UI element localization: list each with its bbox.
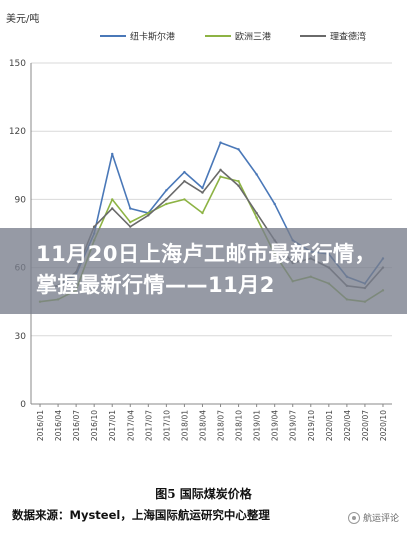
data-point	[255, 216, 258, 219]
data-point	[165, 189, 168, 192]
data-point	[183, 180, 186, 183]
y-tick-label: 150	[9, 59, 26, 69]
x-tick-label: 2017/01	[108, 410, 117, 441]
data-point	[219, 168, 222, 172]
data-point	[273, 202, 276, 206]
data-point	[237, 184, 240, 187]
data-point	[183, 198, 186, 201]
data-point	[255, 173, 258, 176]
data-point	[147, 211, 150, 215]
legend-label: 纽卡斯尔港	[130, 31, 175, 43]
x-tick-label: 2017/07	[144, 410, 153, 441]
y-tick-label: 30	[15, 332, 27, 342]
data-point	[201, 186, 204, 190]
legend: 纽卡斯尔港 欧洲三港 理查德湾	[100, 31, 366, 43]
x-tick-label: 2019/01	[253, 410, 262, 441]
figure-caption: 图5 国际煤炭价格	[155, 487, 252, 501]
tick-labels: 03060901201502016/012016/042016/072016/1…	[9, 59, 388, 441]
data-point	[165, 202, 168, 206]
y-tick-label: 90	[15, 195, 27, 205]
x-tick-label: 2017/04	[126, 410, 135, 441]
legend-label: 理查德湾	[330, 31, 366, 43]
data-point	[219, 175, 222, 178]
headline-banner[interactable]: 11月20日上海卢工邮市最新行情，掌握最新行情——11月2	[0, 228, 407, 314]
x-tick-label: 2020/07	[361, 410, 370, 441]
data-point	[219, 141, 222, 144]
x-tick-label: 2017/10	[162, 410, 171, 441]
legend-label: 欧洲三港	[235, 31, 271, 43]
y-tick-label: 120	[9, 127, 26, 137]
data-point	[111, 198, 114, 201]
x-tick-label: 2019/04	[271, 410, 280, 441]
data-point	[201, 191, 204, 194]
data-point	[111, 207, 114, 210]
x-tick-label: 2020/10	[379, 410, 388, 441]
x-tick-label: 2016/01	[36, 410, 45, 441]
x-tick-label: 2016/07	[72, 410, 81, 441]
x-tick-label: 2018/07	[217, 410, 226, 441]
data-point	[183, 170, 186, 174]
watermark: 航运评论	[347, 511, 399, 524]
x-tick-label: 2018/01	[180, 410, 189, 441]
data-point	[129, 220, 132, 224]
data-point	[237, 148, 240, 151]
watermark-label: 航运评论	[362, 514, 399, 524]
x-tick-label: 2020/01	[325, 410, 334, 441]
x-tick-label: 2019/10	[307, 410, 316, 441]
x-tick-label: 2020/04	[343, 410, 352, 441]
data-point	[201, 211, 204, 215]
x-tick-label: 2019/07	[289, 410, 298, 441]
x-tick-label: 2016/04	[54, 410, 63, 441]
data-point	[147, 214, 150, 217]
data-point	[237, 180, 240, 183]
data-point	[255, 211, 258, 215]
wechat-logo-icon	[347, 511, 360, 524]
data-point	[129, 207, 132, 210]
data-point	[165, 198, 168, 201]
y-axis-unit-label: 美元/吨	[6, 12, 39, 25]
data-source-note: 数据来源：Mysteel，上海国际航运研究中心整理	[12, 508, 270, 522]
x-tick-label: 2016/10	[90, 410, 99, 441]
data-point	[129, 225, 132, 228]
x-tick-label: 2018/04	[198, 410, 207, 441]
data-point	[111, 152, 114, 156]
data-point	[92, 225, 96, 228]
y-tick-label: 0	[20, 400, 26, 410]
x-tick-label: 2018/10	[235, 410, 244, 441]
